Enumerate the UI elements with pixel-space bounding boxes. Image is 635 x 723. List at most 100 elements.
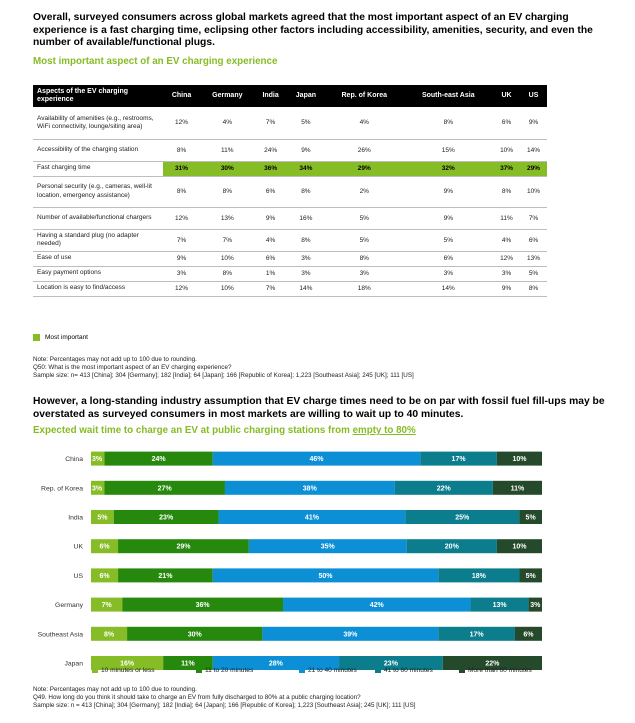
cell-value: 16% — [299, 214, 313, 222]
cell-value: 14% — [441, 285, 455, 292]
cell-value: 3% — [301, 255, 311, 262]
data-label: 39% — [343, 631, 358, 638]
cell-value: 10% — [220, 255, 234, 262]
cell-value: 12% — [175, 214, 189, 222]
table-header-germany: Germany — [212, 92, 243, 99]
table-row: Availability of amenities (e.g., restroo… — [33, 107, 547, 139]
cell-value: 3% — [301, 270, 311, 277]
data-label: 46% — [309, 456, 324, 463]
bar-segment — [163, 656, 213, 670]
row-label: Personal security (e.g., cameras, well-l… — [37, 183, 152, 199]
cell-value: 29% — [325, 161, 404, 176]
data-label: 6% — [99, 544, 110, 551]
data-label: 5% — [97, 515, 108, 522]
chart-subheading: Expected wait time to charge an EV at pu… — [33, 425, 416, 436]
row-label: Availability of amenities (e.g., restroo… — [37, 114, 154, 130]
data-label: 5% — [526, 573, 537, 580]
cell-value: 30% — [200, 161, 255, 176]
cell-value: 9% — [176, 255, 187, 262]
cell-value: 8% — [222, 270, 233, 277]
table-note-line: Sample size: n= 413 [China]; 304 [German… — [33, 372, 414, 380]
cell-value: 31% — [163, 161, 201, 176]
cell-value: 26% — [357, 146, 371, 154]
table-row: Having a standard plug (no adapter neede… — [33, 229, 547, 251]
data-label: 41% — [305, 515, 320, 522]
bar-segment — [283, 597, 471, 612]
cell-value: 9% — [301, 146, 311, 154]
bar-segment — [91, 510, 114, 524]
bar-segment — [91, 568, 119, 583]
section2-heading: However, a long-standing industry assump… — [33, 396, 605, 420]
bar-segment — [118, 539, 249, 554]
cell-value: 7% — [176, 236, 187, 244]
bar-segment — [514, 626, 542, 641]
legend-label: 10 minutes or less — [101, 667, 155, 674]
cell-value: 34% — [286, 161, 326, 176]
data-label: 8% — [104, 631, 115, 638]
table-header-sea: South-east Asia — [421, 92, 475, 99]
bar-segment — [127, 626, 263, 641]
data-label: 38% — [303, 485, 318, 492]
bar-segment — [262, 626, 439, 641]
bar-segment — [492, 480, 542, 495]
table-row: Easy payment options 3% 8% 1% 3% 3% 3% 3% 5% — [33, 266, 547, 281]
table-note-line: Q50: What is the most important aspect o… — [33, 364, 232, 372]
data-label: 5% — [526, 515, 537, 522]
cell-value: 4% — [359, 119, 369, 127]
table-subheading: Most important aspect of an EV charging … — [33, 56, 278, 67]
bar-segment — [405, 510, 520, 524]
bar-segment — [339, 656, 443, 670]
data-label: 36% — [196, 602, 211, 609]
chart-subheading-underlined: empty to 80% — [352, 425, 416, 436]
data-label: 42% — [370, 602, 385, 609]
legend-label: 11 to 20 minutes — [205, 667, 254, 674]
cell-value: 8% — [501, 188, 512, 195]
legend-label: More than 60 minutes — [468, 667, 532, 674]
category-label: UK — [74, 544, 84, 551]
data-label: 6% — [99, 573, 110, 580]
data-label: 3% — [92, 485, 103, 492]
cell-value: 18% — [357, 285, 371, 292]
cell-value: 13% — [527, 255, 541, 262]
cell-value: 11% — [221, 146, 234, 154]
cell-value: 7% — [265, 119, 276, 127]
bar-segment — [113, 510, 219, 524]
bar-segment — [212, 451, 421, 466]
cell-value: 8% — [301, 188, 311, 195]
cell-value: 37% — [493, 161, 521, 176]
cell-value: 29% — [520, 161, 547, 176]
cell-value: 10% — [527, 188, 541, 195]
table-row: Location is easy to find/access 12% 10% 7% 1… — [33, 281, 547, 296]
cell-value: 6% — [443, 255, 453, 262]
bar-segment — [438, 568, 520, 583]
data-label: 27% — [158, 485, 173, 492]
bar-segment — [91, 539, 119, 554]
cell-value: 7% — [222, 236, 233, 244]
table-header-row: Aspects of the EV charging experience Ch… — [33, 85, 547, 107]
data-label: 20% — [445, 544, 460, 551]
cell-value: 7% — [265, 285, 276, 292]
bar-segment — [104, 451, 213, 466]
data-label: 7% — [102, 602, 113, 609]
bar-segment — [91, 451, 105, 466]
legend-swatch — [299, 667, 305, 673]
bar-segment — [212, 656, 340, 670]
cell-value: 3% — [176, 270, 187, 277]
table-row: Accessibility of the charging station 8% 1… — [33, 139, 547, 161]
cell-value: 4% — [222, 119, 233, 127]
bar-segment — [224, 480, 395, 495]
bar-segment — [248, 539, 407, 554]
legend-swatch — [92, 667, 98, 673]
cell-value: 4% — [501, 236, 512, 244]
cell-value: 8% — [176, 188, 187, 195]
row-label: Having a standard plug (no adapter neede… — [37, 231, 139, 247]
bar-segment — [438, 626, 515, 641]
bar-segment — [519, 568, 542, 583]
cell-value: 8% — [443, 119, 453, 127]
data-label: 24% — [152, 456, 167, 463]
table-header-japan: Japan — [295, 92, 317, 99]
cell-value: 12% — [175, 285, 189, 292]
legend-label: 21 to 40 minutes — [308, 667, 357, 674]
table-notes: Note: Percentages may not add up to 100 … — [33, 356, 613, 381]
category-label: US — [74, 573, 84, 580]
